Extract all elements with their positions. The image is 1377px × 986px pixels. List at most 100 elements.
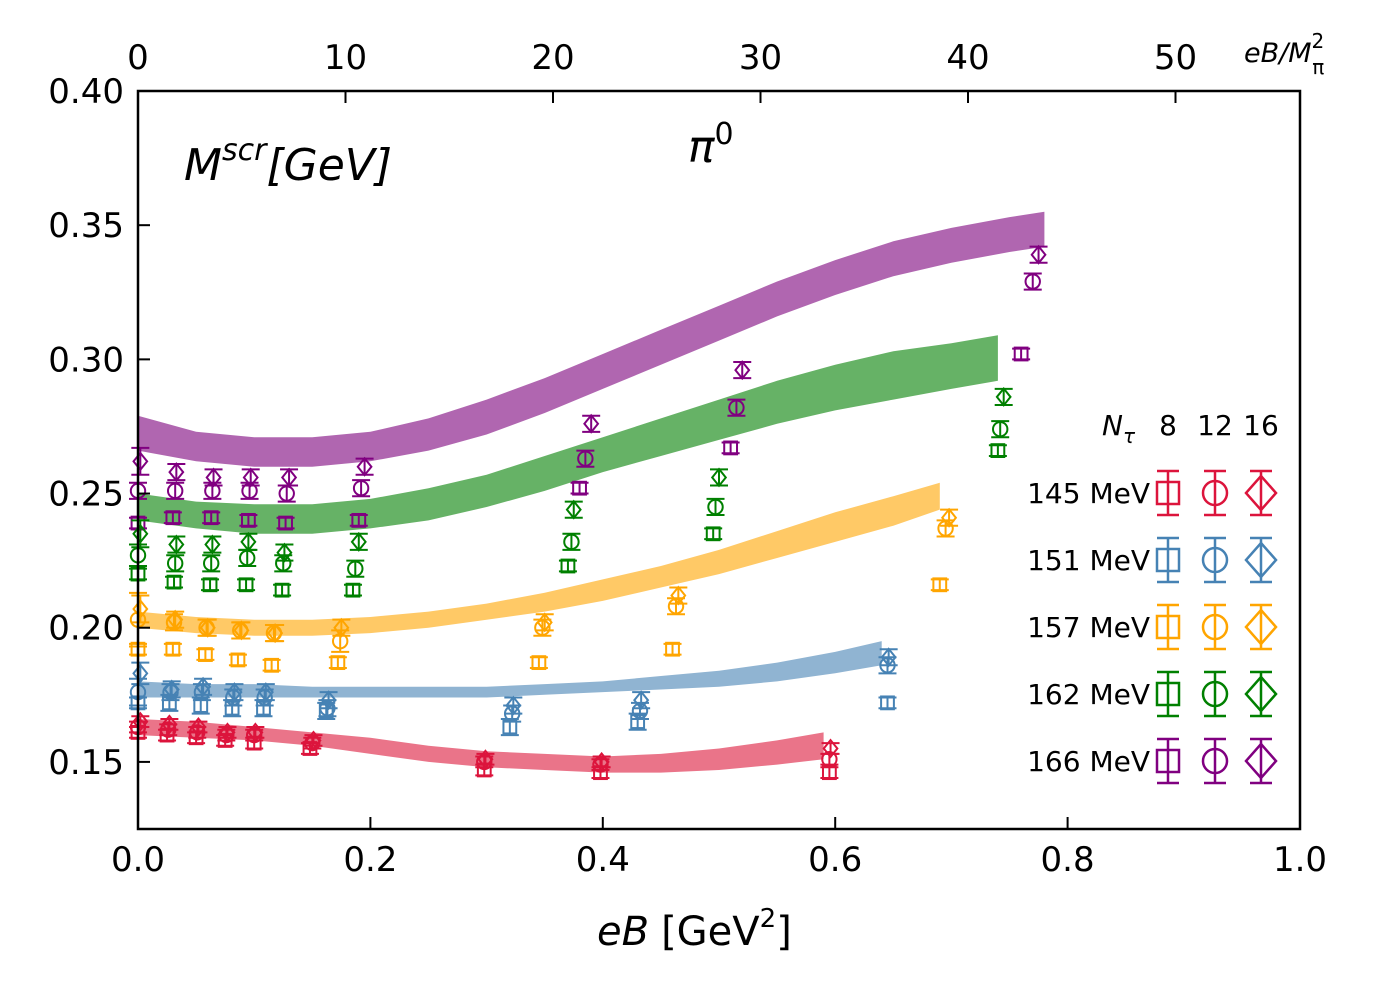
point-145-mev-nt16-5-shape — [305, 730, 322, 751]
point-151-mev-nt16-5-shape — [320, 690, 337, 711]
point-157-mev-nt8-2-shape — [197, 647, 213, 662]
point-166-mev-nt8-3 — [240, 512, 256, 528]
point-166-mev-nt12-8-shape — [1024, 273, 1041, 290]
legend-marker-145-mev-nt8 — [1155, 480, 1181, 506]
y-axis-title: Mscr[GeV] — [184, 133, 392, 191]
point-166-mev-nt16-7-shape — [734, 360, 751, 381]
point-151-mev-nt16-2-shape — [194, 676, 212, 697]
point-166-mev-nt16-8-shape — [1030, 244, 1047, 265]
point-166-mev-nt16-5 — [356, 456, 373, 477]
point-162-mev-nt16-6 — [565, 499, 582, 520]
point-162-mev-nt16-0-shape — [132, 523, 149, 544]
point-151-mev-nt16-2 — [194, 676, 212, 697]
point-162-mev-nt16-1 — [168, 534, 185, 555]
point-162-mev-nt16-0 — [132, 523, 149, 544]
point-145-mev-nt16-6 — [477, 749, 494, 770]
point-157-mev-nt8-1-shape — [165, 641, 181, 657]
point-157-mev-nt16-3-shape — [233, 620, 250, 641]
point-162-mev-nt16-7-shape — [710, 467, 728, 488]
point-157-mev-nt8-8 — [932, 577, 948, 593]
point-162-mev-nt16-4 — [276, 542, 293, 563]
point-166-mev-nt8-6 — [572, 480, 587, 496]
point-162-mev-nt16-8-shape — [995, 386, 1012, 407]
point-166-mev-nt8-8 — [1013, 346, 1029, 362]
y-tick-label-0: 0.15 — [48, 743, 124, 783]
point-162-mev-nt8-7-shape — [705, 526, 721, 542]
point-162-mev-nt8-2 — [202, 577, 218, 593]
x-axis-title: eB [GeV2] — [597, 904, 792, 955]
legend-marker-157-mev-nt12 — [1201, 613, 1229, 641]
point-162-mev-nt16-8 — [995, 386, 1012, 407]
point-151-mev-nt16-8 — [880, 647, 897, 668]
top-tick-label-2: 20 — [531, 38, 574, 78]
legend: 145 MeV 151 MeV 157 MeV 162 MeV 166 MeV — [1027, 469, 1278, 785]
point-166-mev-nt8-2 — [203, 510, 219, 526]
y-tick-label-4: 0.35 — [48, 206, 124, 246]
point-162-mev-nt16-4-shape — [276, 542, 293, 563]
point-157-mev-nt16-6-shape — [536, 612, 553, 633]
point-166-mev-nt8-8-shape — [1013, 346, 1029, 362]
band-162-mev — [138, 335, 998, 534]
point-145-mev-nt16-3 — [219, 722, 236, 743]
legend-marker-157-mev-nt16 — [1244, 608, 1278, 646]
point-162-mev-nt16-7 — [710, 467, 728, 488]
point-166-mev-nt8-7-shape — [723, 440, 739, 456]
point-151-mev-nt12-3-shape — [225, 689, 242, 706]
legend-label-151-mev: 151 MeV — [1027, 544, 1150, 577]
point-166-mev-nt16-3 — [242, 467, 259, 488]
point-145-mev-nt16-2 — [190, 717, 207, 738]
point-151-mev-nt8-7-shape — [630, 714, 646, 730]
point-166-mev-nt12-7-shape — [728, 399, 745, 416]
y-tick-label-3: 0.30 — [48, 340, 124, 380]
point-162-mev-nt16-2 — [204, 534, 221, 555]
band-157-mev — [138, 482, 940, 636]
point-162-mev-nt12-4-shape — [275, 555, 292, 572]
legend-nt-8: 8 — [1159, 409, 1177, 442]
point-151-mev-nt16-4 — [257, 682, 274, 703]
point-151-mev-nt16-1-shape — [163, 679, 180, 700]
point-162-mev-nt12-2-shape — [203, 555, 220, 572]
point-145-mev-nt16-7-shape — [593, 751, 610, 772]
point-157-mev-nt8-8-shape — [932, 577, 948, 593]
point-162-mev-nt12-1 — [166, 555, 184, 572]
point-166-mev-nt8-2-shape — [203, 510, 219, 526]
point-166-mev-nt16-7 — [734, 360, 751, 381]
point-166-mev-nt16-5-shape — [356, 456, 373, 477]
point-162-mev-nt8-3 — [238, 577, 254, 593]
point-166-mev-nt8-6-shape — [572, 480, 587, 496]
point-157-mev-nt8-2 — [197, 647, 213, 662]
point-151-mev-nt16-0-shape — [132, 663, 149, 684]
point-162-mev-nt8-7 — [705, 526, 721, 542]
point-157-mev-nt16-4 — [267, 623, 284, 644]
point-162-mev-nt8-6-shape — [560, 558, 576, 574]
point-145-mev-nt12-8 — [821, 751, 838, 768]
point-166-mev-nt16-2 — [205, 467, 222, 488]
point-166-mev-nt16-6-shape — [583, 413, 600, 434]
point-162-mev-nt8-8-shape — [990, 443, 1006, 459]
top-tick-label-5: 50 — [1154, 38, 1197, 78]
point-151-mev-nt8-7 — [630, 714, 646, 730]
legend-marker-166-mev-nt8 — [1155, 748, 1181, 774]
point-145-mev-nt12-8-shape — [821, 751, 838, 768]
top-tick-label-4: 40 — [946, 38, 989, 78]
legend-marker-145-mev-nt16 — [1244, 474, 1278, 512]
point-162-mev-nt8-8 — [990, 443, 1006, 459]
point-166-mev-nt16-1 — [168, 462, 185, 483]
point-157-mev-nt8-6 — [531, 655, 547, 671]
point-166-mev-nt16-4-shape — [280, 467, 298, 488]
legend-marker-162-mev-nt16 — [1244, 675, 1278, 713]
point-145-mev-nt16-2-shape — [190, 717, 207, 738]
point-145-mev-nt16-8-shape — [822, 738, 839, 759]
point-162-mev-nt12-6-shape — [563, 533, 580, 551]
top-axis-title: eB/M2 π — [1244, 29, 1324, 79]
y-tick-label-2: 0.25 — [48, 475, 124, 515]
point-151-mev-nt16-6-shape — [505, 695, 522, 716]
top-tick-label-1: 10 — [324, 38, 367, 78]
point-151-mev-nt12-4-shape — [256, 689, 273, 706]
point-166-mev-nt16-4 — [280, 467, 298, 488]
point-157-mev-nt16-4-shape — [267, 623, 284, 644]
x-tick-label-0: 0.0 — [111, 840, 165, 880]
point-157-mev-nt12-7 — [667, 598, 685, 615]
point-145-mev-nt16-0-shape — [132, 711, 149, 732]
point-157-mev-nt8-4-shape — [264, 657, 280, 673]
